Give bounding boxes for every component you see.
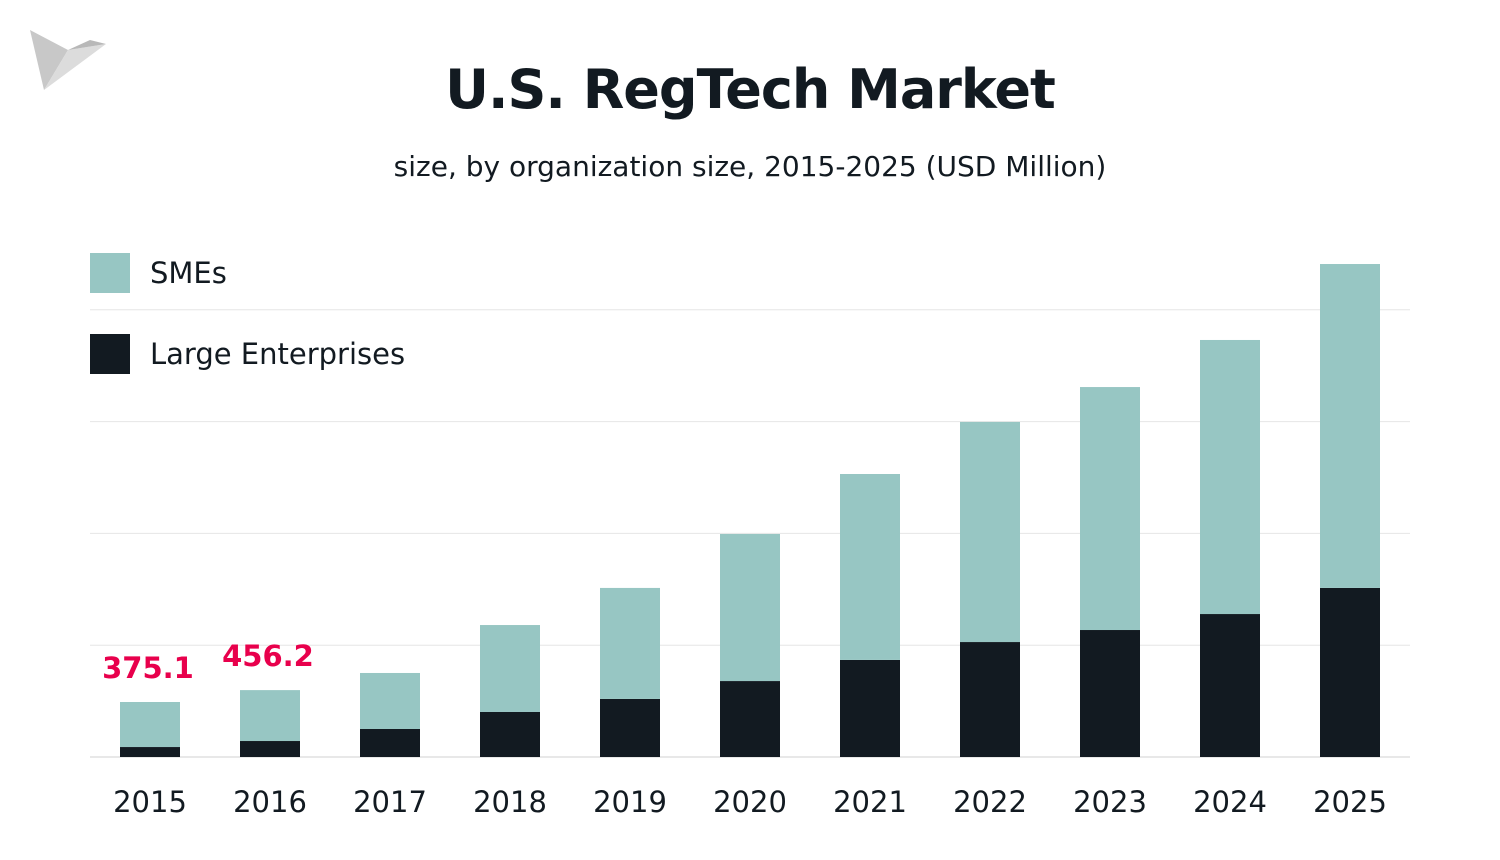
x-tick-label: 2016 <box>233 785 307 819</box>
bar-smes-2020 <box>720 533 780 682</box>
legend: SMEs Large Enterprises <box>90 253 405 415</box>
legend-swatch-large-enterprises <box>90 334 130 374</box>
bar-smes-2021 <box>840 473 900 660</box>
bar-smes-2025 <box>1320 264 1380 588</box>
bar-smes-2019 <box>600 587 660 699</box>
bar-large-enterprises-2021 <box>840 659 900 757</box>
bar-large-enterprises-2020 <box>720 681 780 757</box>
x-tick-label: 2018 <box>473 785 547 819</box>
bar-large-enterprises-2019 <box>600 698 660 757</box>
data-label: 456.2 <box>222 639 314 673</box>
x-tick-label: 2024 <box>1193 785 1267 819</box>
bar-large-enterprises-2022 <box>960 642 1020 757</box>
x-tick-label: 2022 <box>953 785 1027 819</box>
x-tick-label: 2023 <box>1073 785 1147 819</box>
bar-smes-2015 <box>120 701 180 748</box>
legend-item-large-enterprises: Large Enterprises <box>90 334 405 374</box>
bar-large-enterprises-2017 <box>360 728 420 757</box>
legend-swatch-smes <box>90 253 130 293</box>
bar-large-enterprises-2025 <box>1320 587 1380 757</box>
chart-subtitle: size, by organization size, 2015-2025 (U… <box>393 150 1107 183</box>
bar-large-enterprises-2018 <box>480 711 540 757</box>
x-tick-label: 2019 <box>593 785 667 819</box>
bar-smes-2016 <box>240 690 300 742</box>
x-tick-label: 2020 <box>713 785 787 819</box>
bar-smes-2023 <box>1080 387 1140 631</box>
bar-smes-2024 <box>1200 339 1260 615</box>
bar-smes-2017 <box>360 672 420 729</box>
x-tick-label: 2025 <box>1313 785 1387 819</box>
bar-smes-2018 <box>480 625 540 712</box>
x-tick-label: 2015 <box>113 785 187 819</box>
bar-large-enterprises-2016 <box>240 741 300 757</box>
bird-logo-icon <box>28 28 108 96</box>
x-tick-label: 2017 <box>353 785 427 819</box>
bar-large-enterprises-2024 <box>1200 614 1260 757</box>
legend-label-large-enterprises: Large Enterprises <box>150 337 406 371</box>
bar-smes-2022 <box>960 421 1020 643</box>
chart-title: U.S. RegTech Market <box>445 58 1056 121</box>
bar-large-enterprises-2015 <box>120 747 180 757</box>
legend-item-smes: SMEs <box>90 253 405 293</box>
bar-large-enterprises-2023 <box>1080 630 1140 757</box>
x-tick-label: 2021 <box>833 785 907 819</box>
data-label: 375.1 <box>102 651 194 685</box>
legend-label-smes: SMEs <box>150 256 227 290</box>
